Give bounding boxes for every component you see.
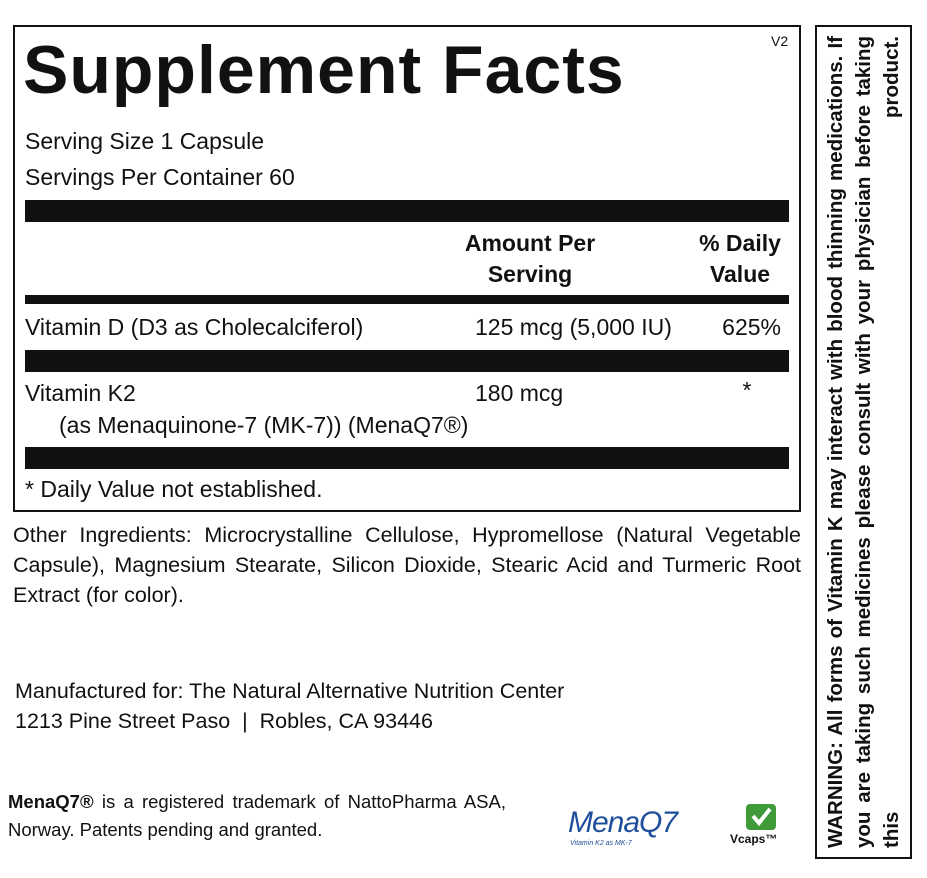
rule <box>25 350 789 372</box>
nutrient-daily-value: 625% <box>722 314 781 340</box>
nutrient-amount: 180 mcg <box>475 380 564 406</box>
nutrient-daily-value: * <box>742 377 752 403</box>
vcaps-logo-text: Vcaps™ <box>730 832 778 846</box>
header-line: Value <box>709 261 771 287</box>
manufacturer-line: Manufactured for: The Natural Alternativ… <box>15 679 565 703</box>
vcaps-icon <box>746 804 776 830</box>
menaq7-tagline: Vitamin K2 as MK-7 <box>570 840 632 847</box>
rule <box>25 200 789 222</box>
nutrient-name: Vitamin K2 <box>25 380 136 406</box>
nutrient-amount: 125 mcg (5,000 IU) <box>475 314 672 340</box>
servings-per-container: Servings Per Container 60 <box>25 164 295 190</box>
version: V2 <box>771 33 789 49</box>
header-line: % Daily <box>699 230 781 256</box>
trademark-notice: MenaQ7® is a registered trademark of Nat… <box>8 788 506 844</box>
rule <box>25 447 789 469</box>
trademark-text: is a registered trademark of NattoPharma… <box>8 791 506 840</box>
manufacturer-line: 1213 Pine Street Paso | Robles, CA 93446 <box>15 709 433 733</box>
daily-value-header: % Daily Value <box>685 228 795 290</box>
nutrient-detail: (as Menaquinone-7 (MK-7)) (MenaQ7®) <box>59 412 469 438</box>
manufacturer: Manufactured for: The Natural Alternativ… <box>15 676 564 736</box>
footnote: * Daily Value not established. <box>25 476 323 502</box>
nutrient-name: Vitamin D (D3 as Cholecalciferol) <box>25 314 364 340</box>
supplement-facts-panel: Supplement Facts V2 Serving Size 1 Capsu… <box>13 25 801 512</box>
other-ingredients: Other Ingredients: Microcrystalline Cell… <box>13 523 801 607</box>
rule <box>25 295 789 304</box>
menaq7-logo: MenaQ7 Vitamin K2 as MK-7 <box>568 806 703 847</box>
header-line: Amount Per <box>464 230 596 256</box>
amount-header: Amount Per Serving <box>445 228 615 290</box>
serving-size: Serving Size 1 Capsule <box>25 128 265 154</box>
vcaps-icon-box <box>746 804 776 830</box>
warning-box: WARNING: All forms of Vitamin K may inte… <box>815 25 912 859</box>
trademark-brand: MenaQ7® <box>8 791 94 812</box>
menaq7-logo-text: MenaQ7 <box>568 806 678 839</box>
title: Supplement Facts <box>23 32 625 108</box>
vcaps-check <box>751 807 772 827</box>
header-line: Serving <box>487 261 573 287</box>
warning-text: WARNING: All forms of Vitamin K may inte… <box>823 36 903 848</box>
